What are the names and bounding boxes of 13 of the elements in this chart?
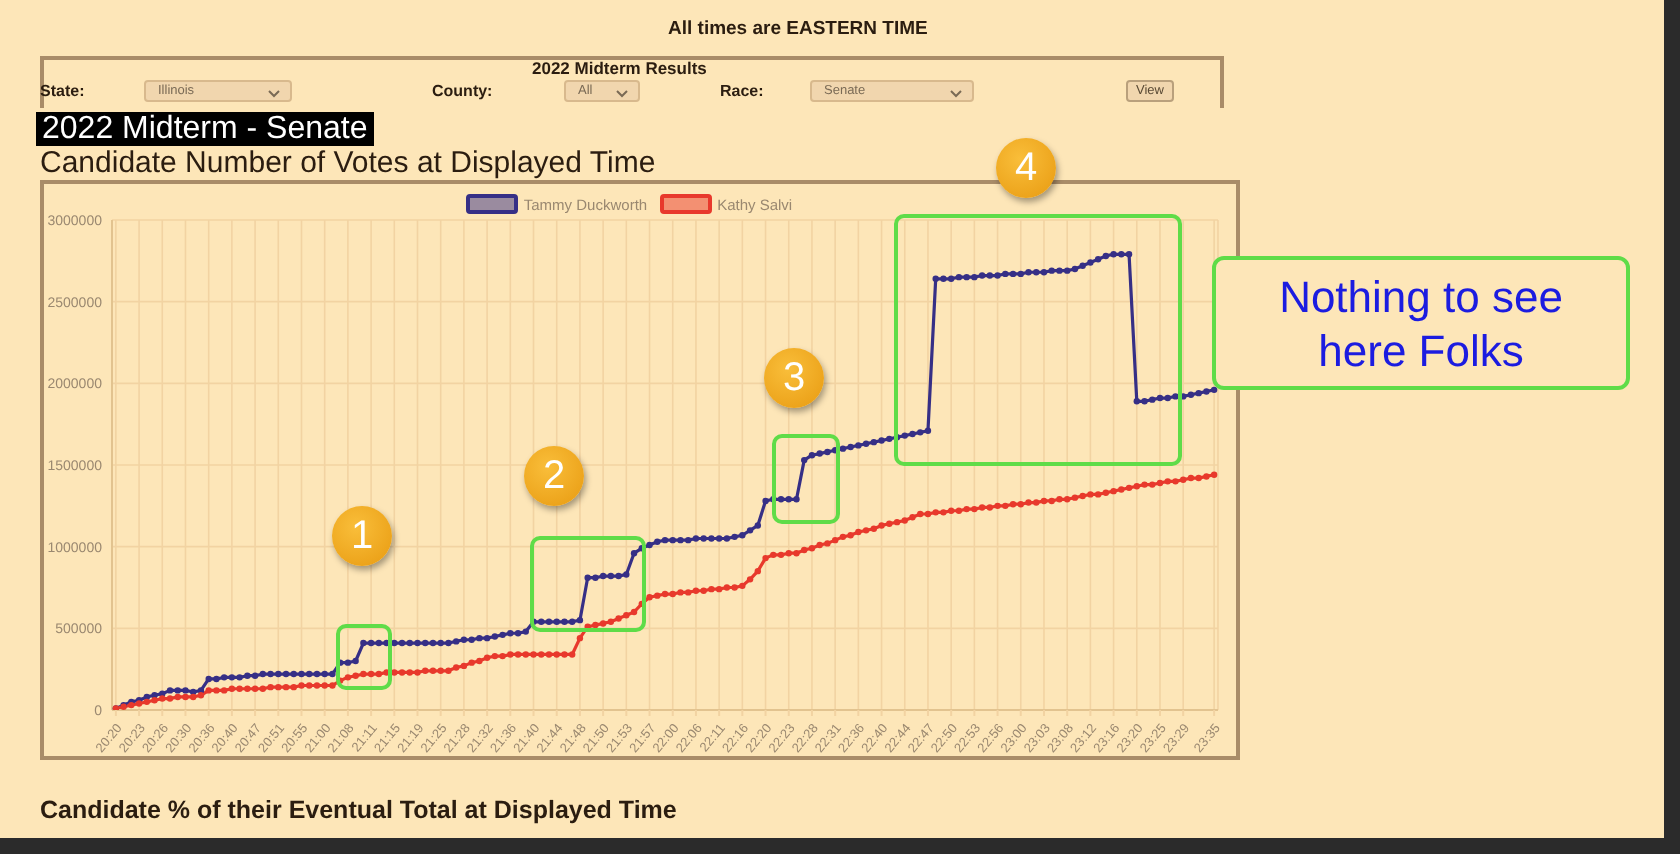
chart-title: 2022 Midterm - Senate (42, 112, 368, 146)
annotation: 3 (782, 355, 806, 401)
chart-subtitle: Candidate Number of Votes at Displayed Time (40, 146, 656, 180)
annotation: 2 (542, 453, 566, 499)
text: Nothing to see here Folks (1279, 271, 1563, 375)
text: State: (40, 82, 85, 100)
text: Race: (720, 82, 764, 100)
text: 4 (1014, 145, 1038, 191)
text: Candidate % of their Eventual Total at Displayed Time (40, 796, 677, 824)
text: County: (432, 82, 493, 100)
text: 2022 Midterm Results (532, 58, 707, 78)
text: All times are EASTERN TIME (668, 18, 928, 40)
annotation: 1 (350, 513, 374, 559)
